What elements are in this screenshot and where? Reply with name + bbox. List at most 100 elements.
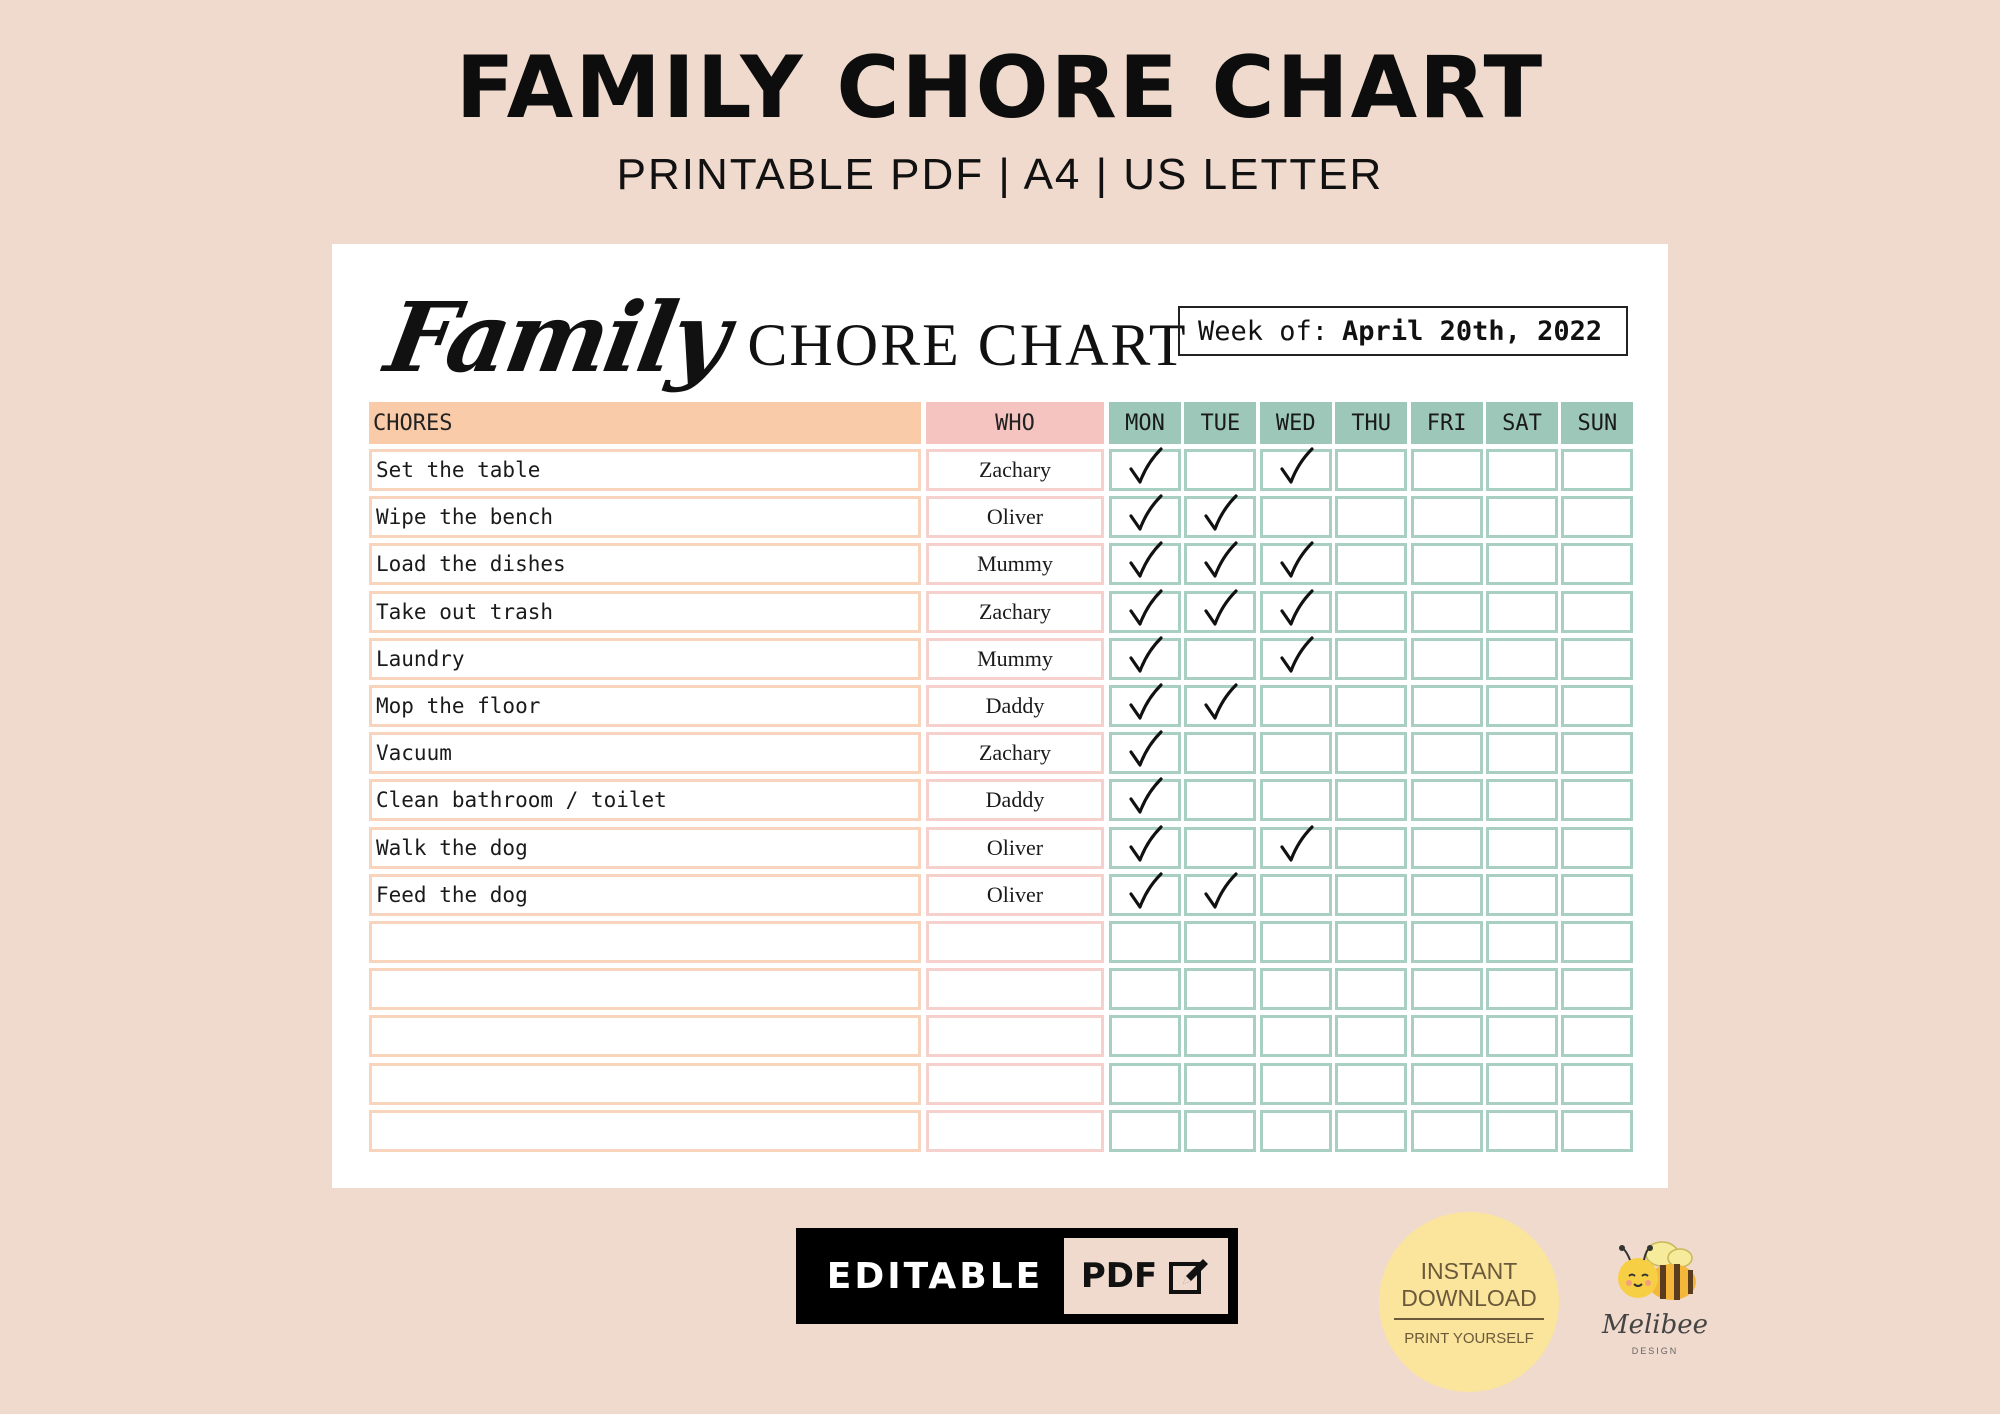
who-cell[interactable]: Oliver <box>926 873 1104 916</box>
chore-cell[interactable]: Vacuum <box>369 732 921 775</box>
day-checkbox[interactable] <box>1184 494 1257 539</box>
day-checkbox[interactable] <box>1109 683 1181 727</box>
day-checkbox[interactable] <box>1184 1109 1257 1152</box>
day-checkbox[interactable] <box>1259 1109 1332 1152</box>
day-checkbox[interactable] <box>1259 968 1332 1011</box>
day-checkbox[interactable] <box>1486 1015 1558 1058</box>
day-checkbox[interactable] <box>1109 1109 1181 1152</box>
day-checkbox[interactable] <box>1109 1062 1181 1105</box>
day-checkbox[interactable] <box>1561 921 1634 963</box>
who-cell[interactable]: Mummy <box>926 637 1104 680</box>
day-checkbox[interactable] <box>1335 826 1408 869</box>
chore-cell[interactable]: Mop the floor <box>369 685 921 727</box>
chore-cell[interactable] <box>369 1062 921 1105</box>
day-checkbox[interactable] <box>1335 685 1408 727</box>
day-checkbox[interactable] <box>1486 921 1558 963</box>
chore-cell[interactable]: Laundry <box>369 637 921 680</box>
who-cell[interactable]: Zachary <box>926 732 1104 775</box>
day-checkbox[interactable] <box>1561 496 1634 539</box>
day-checkbox[interactable] <box>1335 732 1408 775</box>
day-checkbox[interactable] <box>1335 873 1408 916</box>
day-checkbox[interactable] <box>1259 779 1332 822</box>
day-checkbox[interactable] <box>1486 496 1558 539</box>
day-checkbox[interactable] <box>1109 872 1181 916</box>
day-checkbox[interactable] <box>1561 590 1634 633</box>
who-cell[interactable] <box>926 1062 1104 1105</box>
day-checkbox[interactable] <box>1109 777 1181 822</box>
day-checkbox[interactable] <box>1109 636 1181 680</box>
day-checkbox[interactable] <box>1184 1062 1257 1105</box>
day-checkbox[interactable] <box>1109 921 1181 963</box>
day-checkbox[interactable] <box>1486 637 1558 680</box>
day-checkbox[interactable] <box>1259 921 1332 963</box>
day-checkbox[interactable] <box>1410 968 1483 1011</box>
day-checkbox[interactable] <box>1561 449 1634 491</box>
day-checkbox[interactable] <box>1335 968 1408 1011</box>
chore-cell[interactable]: Walk the dog <box>369 826 921 869</box>
week-of-field[interactable]: Week of: April 20th, 2022 <box>1178 306 1628 356</box>
day-checkbox[interactable] <box>1259 636 1332 680</box>
day-checkbox[interactable] <box>1561 543 1634 586</box>
day-checkbox[interactable] <box>1486 1062 1558 1105</box>
day-checkbox[interactable] <box>1335 1062 1408 1105</box>
day-checkbox[interactable] <box>1184 779 1257 822</box>
day-checkbox[interactable] <box>1259 685 1332 727</box>
day-checkbox[interactable] <box>1259 824 1332 869</box>
day-checkbox[interactable] <box>1486 590 1558 633</box>
day-checkbox[interactable] <box>1335 543 1408 586</box>
day-checkbox[interactable] <box>1410 590 1483 633</box>
day-checkbox[interactable] <box>1486 685 1558 727</box>
day-checkbox[interactable] <box>1335 590 1408 633</box>
day-checkbox[interactable] <box>1184 637 1257 680</box>
day-checkbox[interactable] <box>1259 496 1332 539</box>
who-cell[interactable] <box>926 921 1104 963</box>
day-checkbox[interactable] <box>1184 449 1257 491</box>
day-checkbox[interactable] <box>1184 541 1257 586</box>
day-checkbox[interactable] <box>1410 921 1483 963</box>
day-checkbox[interactable] <box>1184 588 1257 633</box>
day-checkbox[interactable] <box>1410 1062 1483 1105</box>
chore-cell[interactable]: Clean bathroom / toilet <box>369 779 921 822</box>
day-checkbox[interactable] <box>1561 968 1634 1011</box>
who-cell[interactable]: Daddy <box>926 685 1104 727</box>
day-checkbox[interactable] <box>1410 732 1483 775</box>
day-checkbox[interactable] <box>1561 1015 1634 1058</box>
day-checkbox[interactable] <box>1486 873 1558 916</box>
day-checkbox[interactable] <box>1335 637 1408 680</box>
day-checkbox[interactable] <box>1561 779 1634 822</box>
chore-cell[interactable]: Wipe the bench <box>369 496 921 539</box>
day-checkbox[interactable] <box>1335 921 1408 963</box>
day-checkbox[interactable] <box>1259 1015 1332 1058</box>
who-cell[interactable] <box>926 1109 1104 1152</box>
day-checkbox[interactable] <box>1410 779 1483 822</box>
day-checkbox[interactable] <box>1335 496 1408 539</box>
day-checkbox[interactable] <box>1486 826 1558 869</box>
who-cell[interactable] <box>926 1015 1104 1058</box>
day-checkbox[interactable] <box>1561 732 1634 775</box>
day-checkbox[interactable] <box>1335 1015 1408 1058</box>
day-checkbox[interactable] <box>1259 541 1332 586</box>
who-cell[interactable]: Mummy <box>926 543 1104 586</box>
day-checkbox[interactable] <box>1184 683 1257 727</box>
day-checkbox[interactable] <box>1109 968 1181 1011</box>
day-checkbox[interactable] <box>1259 873 1332 916</box>
day-checkbox[interactable] <box>1561 826 1634 869</box>
chore-cell[interactable]: Take out trash <box>369 590 921 633</box>
day-checkbox[interactable] <box>1184 732 1257 775</box>
who-cell[interactable] <box>926 968 1104 1011</box>
day-checkbox[interactable] <box>1410 685 1483 727</box>
day-checkbox[interactable] <box>1561 1109 1634 1152</box>
who-cell[interactable]: Zachary <box>926 449 1104 491</box>
day-checkbox[interactable] <box>1184 968 1257 1011</box>
day-checkbox[interactable] <box>1486 1109 1558 1152</box>
day-checkbox[interactable] <box>1109 447 1181 491</box>
day-checkbox[interactable] <box>1109 824 1181 869</box>
day-checkbox[interactable] <box>1109 541 1181 586</box>
chore-cell[interactable] <box>369 1109 921 1152</box>
chore-cell[interactable]: Set the table <box>369 449 921 491</box>
who-cell[interactable]: Daddy <box>926 779 1104 822</box>
day-checkbox[interactable] <box>1486 968 1558 1011</box>
day-checkbox[interactable] <box>1109 1015 1181 1058</box>
day-checkbox[interactable] <box>1486 779 1558 822</box>
day-checkbox[interactable] <box>1109 588 1181 633</box>
